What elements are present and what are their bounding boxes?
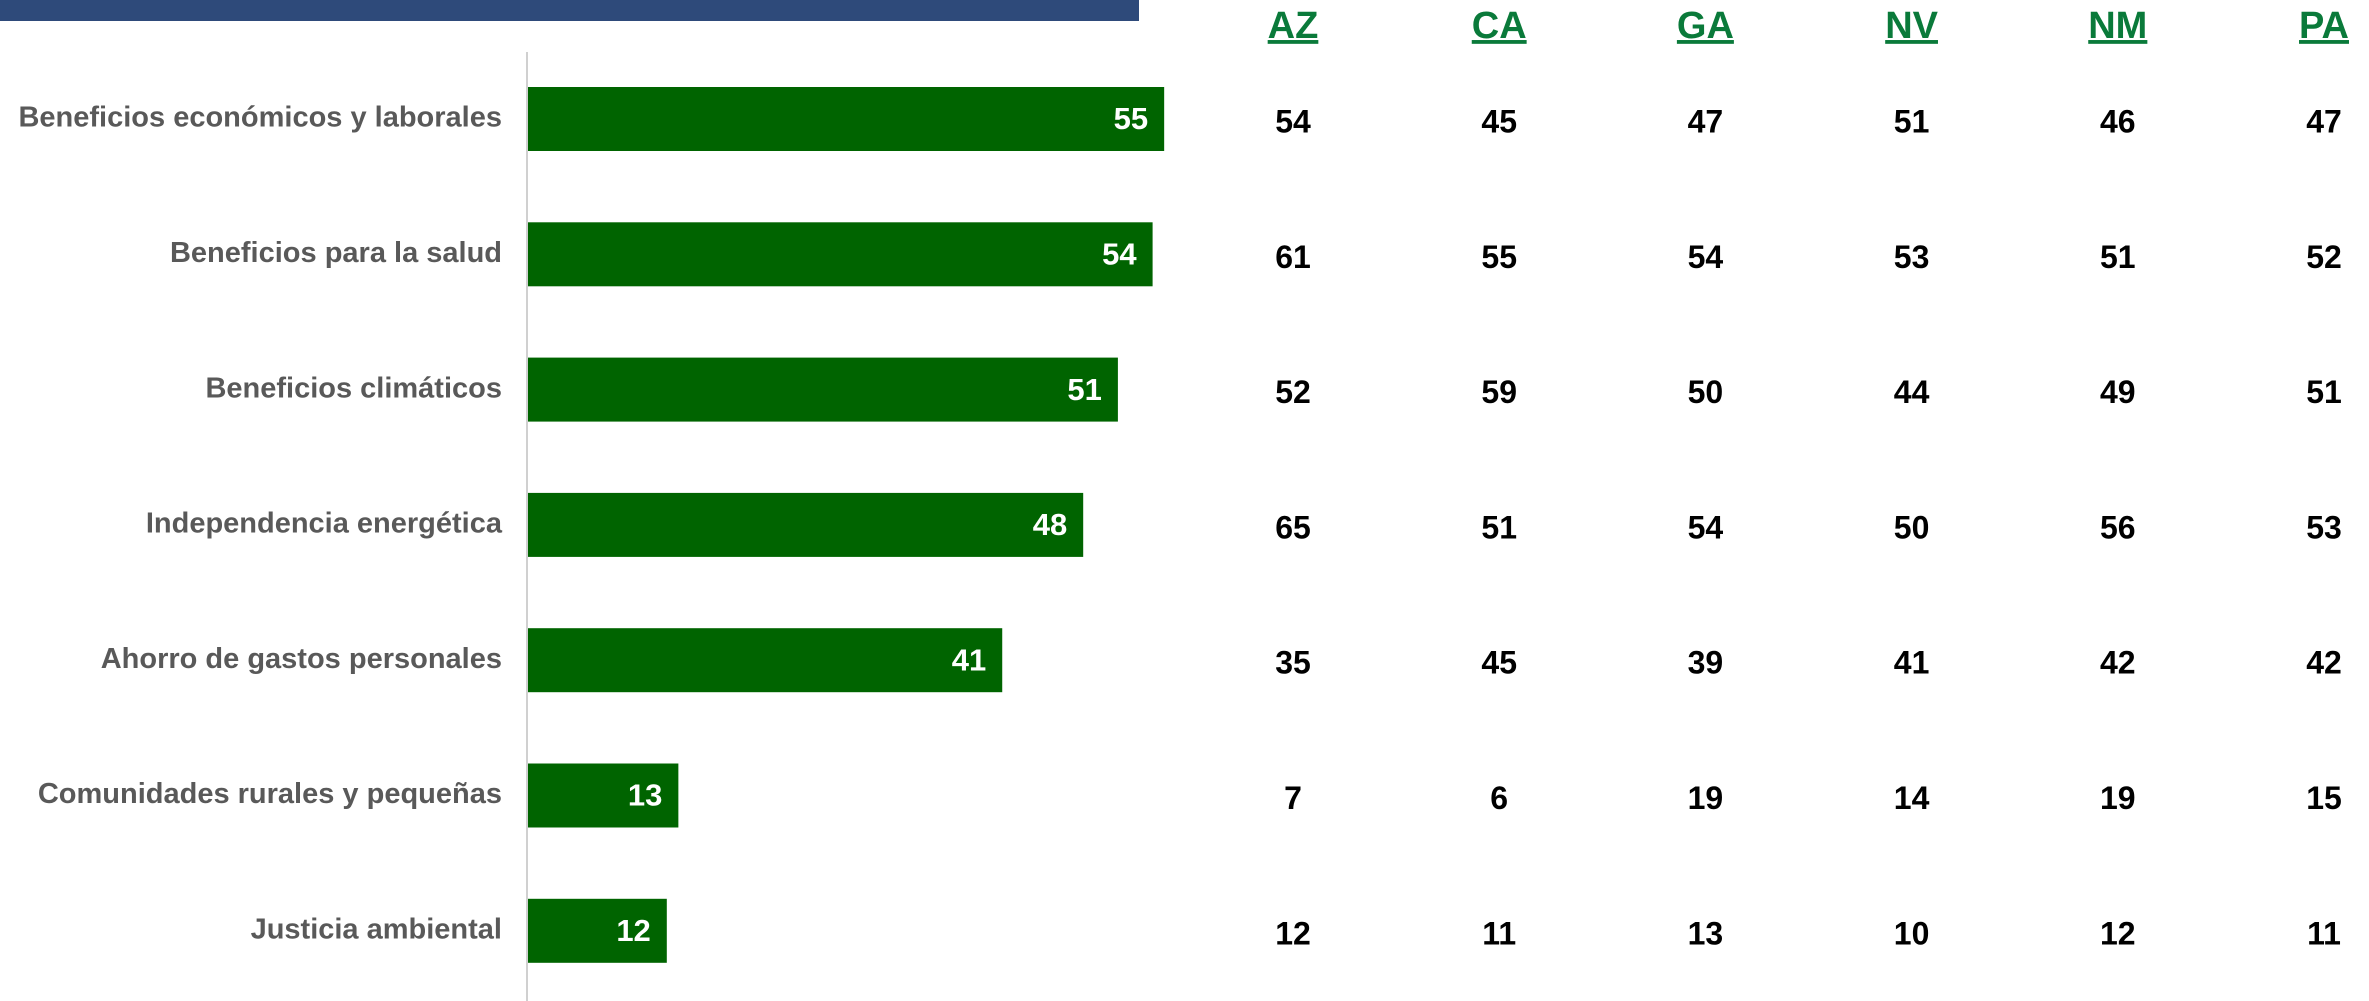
table-cell: 47 <box>1688 103 1724 139</box>
column-header: PA <box>2299 5 2349 47</box>
bar-value-label: 13 <box>628 778 662 813</box>
table-cell: 56 <box>2100 509 2136 545</box>
bar-value-label: 54 <box>1102 236 1137 271</box>
column-header: GA <box>1677 5 1734 47</box>
table-cell: 11 <box>2307 915 2341 951</box>
column-header: AZ <box>1268 5 1319 47</box>
table-cell: 49 <box>2100 374 2136 410</box>
table-cell: 51 <box>1481 509 1517 545</box>
table-cell: 19 <box>2100 780 2136 816</box>
column-header: NM <box>2088 5 2147 47</box>
table-cell: 10 <box>1894 915 1930 951</box>
table-cell: 14 <box>1894 780 1930 816</box>
column-header: NV <box>1885 5 1938 47</box>
table-cell: 53 <box>1894 239 1930 275</box>
category-label: Beneficios climáticos <box>205 372 502 404</box>
table-cell: 13 <box>1688 915 1724 951</box>
table-cell: 42 <box>2306 645 2342 681</box>
table-cell: 59 <box>1481 374 1517 410</box>
table-cell: 7 <box>1284 780 1302 816</box>
bar <box>528 87 1165 151</box>
table-cell: 19 <box>1688 780 1724 816</box>
category-label: Independencia energética <box>146 508 503 540</box>
table-cell: 54 <box>1688 509 1724 545</box>
table-cell: 15 <box>2306 780 2342 816</box>
category-label: Beneficios económicos y laborales <box>18 102 502 134</box>
bar-value-label: 51 <box>1067 372 1101 407</box>
bar-value-label: 12 <box>616 913 650 948</box>
bar <box>528 628 1003 693</box>
bar <box>528 357 1118 422</box>
table-cell: 51 <box>2100 239 2136 275</box>
bar-value-label: 55 <box>1114 101 1148 136</box>
table-cell: 52 <box>2306 239 2342 275</box>
bar <box>528 763 679 828</box>
table-cell: 52 <box>1275 374 1311 410</box>
table-cell: 39 <box>1688 645 1724 681</box>
bar <box>528 898 667 963</box>
table-cell: 47 <box>2306 103 2342 139</box>
table-cell: 55 <box>1481 239 1517 275</box>
table-cell: 45 <box>1481 103 1517 139</box>
table-cell: 45 <box>1481 645 1517 681</box>
table-cell: 46 <box>2100 103 2136 139</box>
bar <box>528 222 1153 287</box>
table-cell: 12 <box>1275 915 1311 951</box>
category-label: Justicia ambiental <box>251 913 502 945</box>
table-cell: 11 <box>1482 915 1516 951</box>
bar-value-label: 41 <box>952 642 986 677</box>
header-band <box>0 0 1139 21</box>
table-cell: 65 <box>1275 509 1311 545</box>
table-cell: 51 <box>2306 374 2342 410</box>
bar <box>528 492 1084 557</box>
table-cell: 54 <box>1688 239 1724 275</box>
table-cell: 35 <box>1275 645 1311 681</box>
table-cell: 44 <box>1894 374 1930 410</box>
table-cell: 12 <box>2100 915 2136 951</box>
table-cell: 53 <box>2306 509 2342 545</box>
table-cell: 41 <box>1894 645 1930 681</box>
table-cell: 50 <box>1688 374 1724 410</box>
category-label: Ahorro de gastos personales <box>101 643 502 675</box>
column-header: CA <box>1472 5 1527 47</box>
table-cell: 6 <box>1490 780 1508 816</box>
bar-value-label: 48 <box>1033 507 1067 542</box>
table-cell: 50 <box>1894 509 1930 545</box>
table-cell: 61 <box>1275 239 1311 275</box>
table-cell: 51 <box>1894 103 1930 139</box>
category-label: Beneficios para la salud <box>170 237 502 269</box>
table-cell: 42 <box>2100 645 2136 681</box>
table-cell: 54 <box>1275 103 1311 139</box>
category-label: Comunidades rurales y pequeñas <box>38 778 502 810</box>
